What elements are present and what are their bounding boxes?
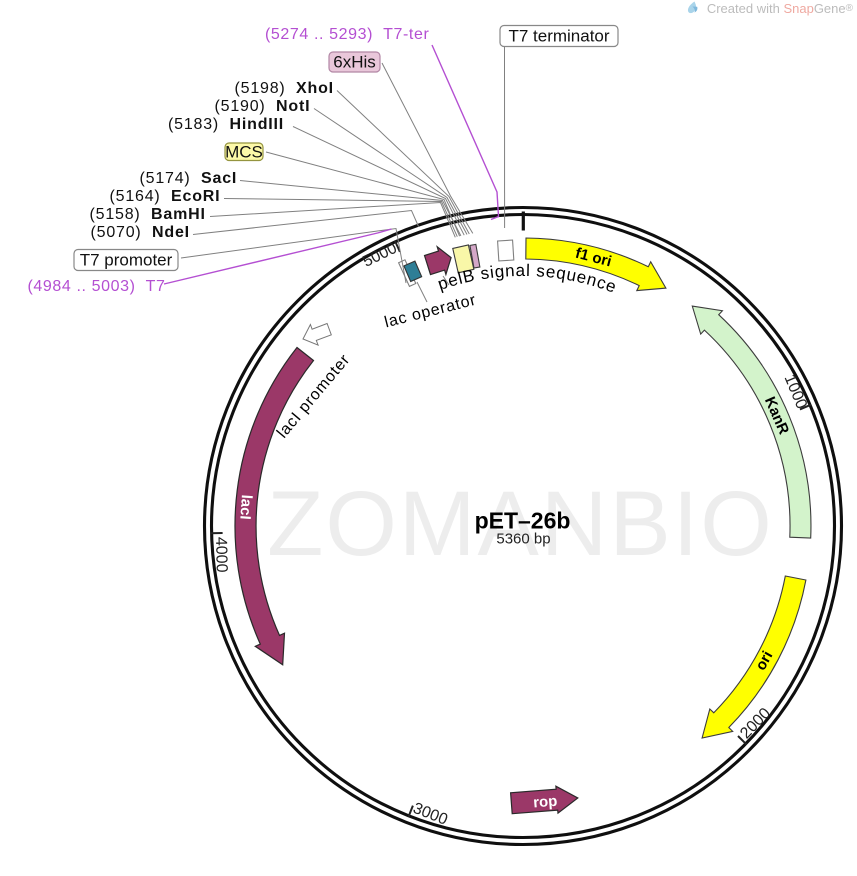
- svg-text:(5164) EcoRI: (5164) EcoRI: [110, 188, 221, 205]
- svg-text:(5183) HindIII: (5183) HindIII: [168, 116, 284, 133]
- svg-text:(5198) XhoI: (5198) XhoI: [235, 80, 334, 97]
- svg-text:lacI: lacI: [236, 494, 255, 520]
- svg-text:T7 terminator: T7 terminator: [508, 27, 609, 46]
- svg-text:Created with SnapGene®: Created with SnapGene®: [707, 1, 854, 16]
- svg-text:6xHis: 6xHis: [333, 53, 376, 72]
- svg-text:(5174) SacI: (5174) SacI: [140, 170, 238, 187]
- svg-text:5360 bp: 5360 bp: [496, 531, 550, 548]
- svg-text:(5274 .. 5293) T7-ter: (5274 .. 5293) T7-ter: [265, 26, 429, 43]
- svg-text:(4984 .. 5003) T7: (4984 .. 5003) T7: [28, 278, 166, 295]
- svg-text:pET–26b: pET–26b: [475, 508, 571, 534]
- svg-text:(5190) NotI: (5190) NotI: [215, 98, 311, 115]
- svg-text:(5158) BamHI: (5158) BamHI: [90, 206, 206, 223]
- svg-text:MCS: MCS: [225, 142, 263, 161]
- svg-text:4000: 4000: [212, 537, 230, 573]
- svg-text:ZOMANBIO: ZOMANBIO: [267, 473, 774, 575]
- svg-text:T7 promoter: T7 promoter: [80, 251, 173, 270]
- svg-text:(5070) NdeI: (5070) NdeI: [91, 224, 190, 241]
- svg-text:rop: rop: [533, 793, 558, 812]
